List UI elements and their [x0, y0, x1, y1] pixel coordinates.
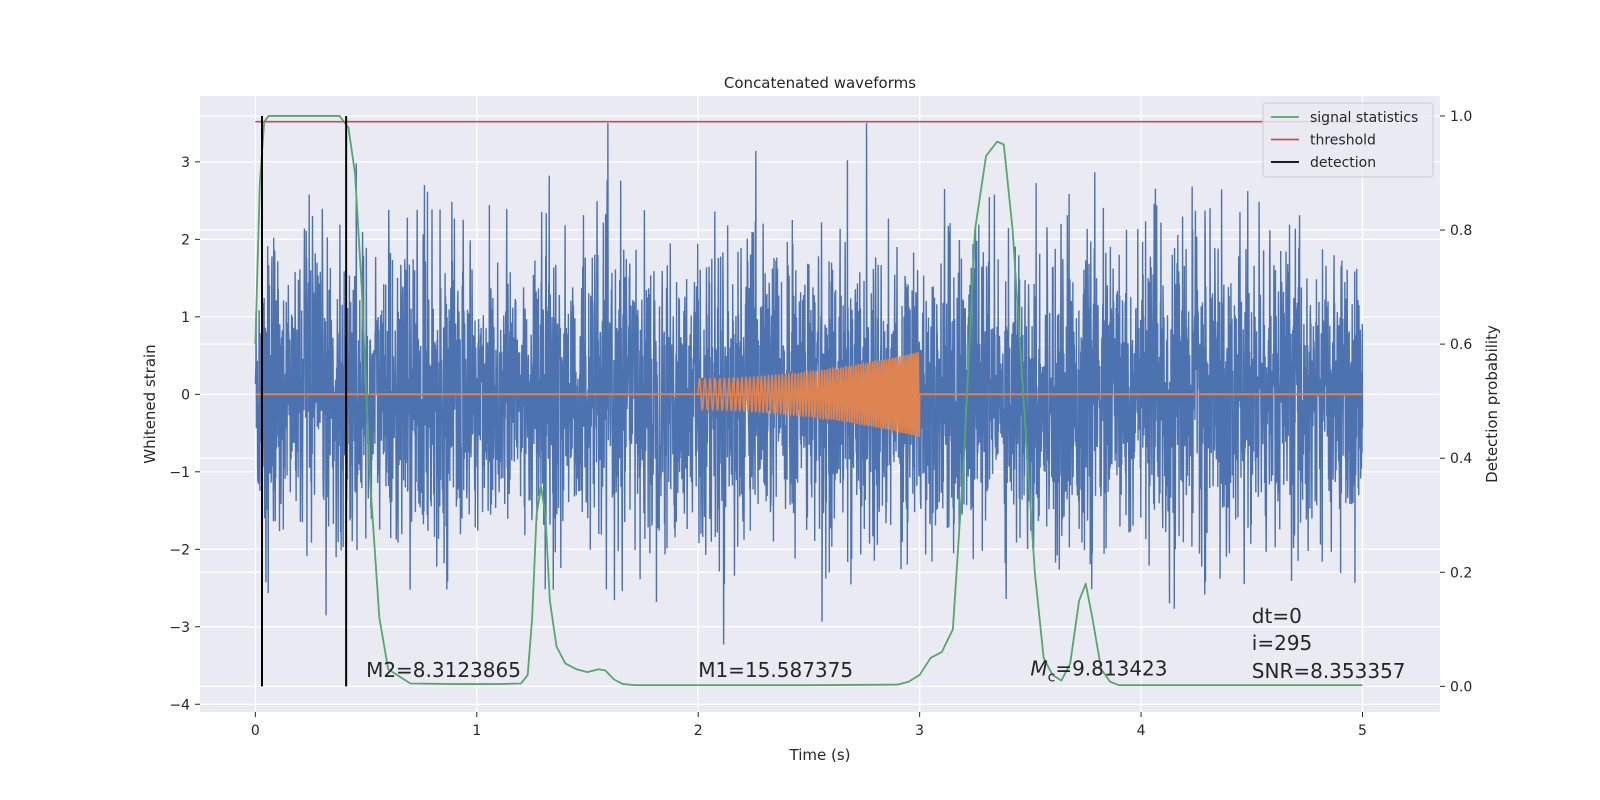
- x-tick-label-3: 3: [915, 723, 924, 739]
- y2-tick-label-0: 0.0: [1450, 679, 1472, 695]
- x-tick-label-1: 1: [472, 723, 481, 739]
- template-series: [255, 352, 1363, 437]
- y-tick-label-7: 3: [181, 155, 190, 171]
- x-tick-label-2: 2: [694, 723, 703, 739]
- annotation-3: dt=0: [1252, 604, 1302, 628]
- y2-tick-label-5: 1.0: [1450, 109, 1472, 125]
- annotation-1: M1=15.587375: [698, 658, 853, 682]
- x-tick-label-4: 4: [1137, 723, 1146, 739]
- legend-label-0: signal statistics: [1310, 110, 1418, 126]
- y-tick-label-5: 1: [181, 310, 190, 326]
- y2-tick-label-1: 0.2: [1450, 565, 1472, 581]
- y-tick-label-3: −1: [169, 465, 190, 481]
- annotation-5: SNR=8.353357: [1252, 659, 1406, 683]
- detection-series: [261, 115, 348, 687]
- y2-tick-label-3: 0.6: [1450, 337, 1472, 353]
- y-tick-label-0: −4: [169, 697, 190, 713]
- y-axis-label: Whitened strain: [141, 344, 159, 463]
- template-chirp: [697, 352, 921, 437]
- y2-axis-label: Detection probability: [1483, 325, 1501, 483]
- y-tick-label-2: −2: [169, 542, 190, 558]
- annotation-0: M2=8.3123865: [366, 658, 521, 682]
- y2-tick-label-4: 0.8: [1450, 223, 1472, 239]
- y-tick-label-6: 2: [181, 232, 190, 248]
- signal-statistics-series: [254, 115, 1363, 687]
- legend: signal statistics threshold detection: [1262, 102, 1434, 178]
- axes: 0 1 2 3 4 5 −4 −3 −2 −1 0 1 2 3 0.0 0.2 0.4 0.6 0.8 1.0: [169, 109, 1472, 739]
- noise-series: [254, 123, 1364, 645]
- y2-tick-label-2: 0.4: [1450, 451, 1472, 467]
- chart-title: Concatenated waveforms: [724, 74, 916, 92]
- y-tick-label-1: −3: [169, 620, 190, 636]
- annotation-2: Mc=9.813423: [1030, 657, 1167, 686]
- x-tick-label-0: 0: [251, 723, 260, 739]
- legend-label-1: threshold: [1310, 133, 1376, 149]
- noise-line: [254, 123, 1364, 645]
- y-tick-label-4: 0: [181, 387, 190, 403]
- annotation-4: i=295: [1252, 631, 1313, 655]
- annotations: M2=8.3123865 M1=15.587375 Mc=9.813423 dt=0 i…: [366, 604, 1405, 686]
- x-axis-label: Time (s): [789, 746, 851, 764]
- legend-label-2: detection: [1310, 155, 1376, 171]
- legend-box: [1262, 102, 1434, 178]
- signal-statistics-line: [254, 115, 1363, 687]
- x-tick-label-5: 5: [1358, 723, 1367, 739]
